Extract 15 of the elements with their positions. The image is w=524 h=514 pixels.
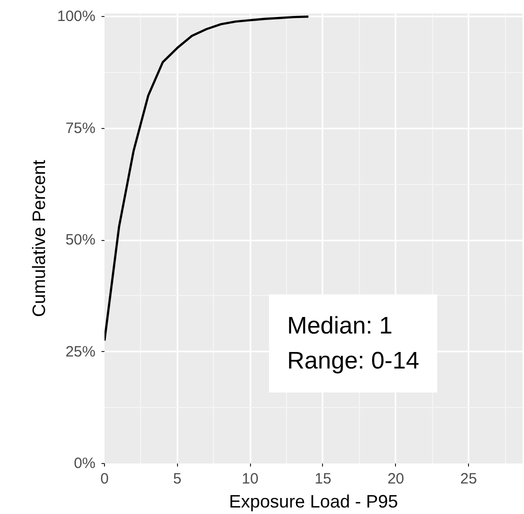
x-tick-label: 0 xyxy=(100,470,109,488)
x-axis-title: Exposure Load - P95 xyxy=(228,492,398,512)
annotation: Median: 1 xyxy=(287,312,392,340)
x-tick-label: 10 xyxy=(242,470,258,488)
x-tick-label: 20 xyxy=(387,470,404,488)
x-tick-label: 15 xyxy=(314,470,332,488)
x-tick-label: 25 xyxy=(460,470,477,488)
y-tick-label: 100% xyxy=(57,8,96,26)
y-tick-label: 50% xyxy=(65,232,96,249)
annotation: Range: 0-14 xyxy=(287,347,420,374)
y-tick-label: 0% xyxy=(74,455,96,472)
y-tick-label: 25% xyxy=(65,343,96,360)
y-tick-label: 75% xyxy=(65,120,96,137)
x-tick-label: 5 xyxy=(173,470,182,488)
y-axis-title: Cumulative Percent xyxy=(29,160,50,318)
